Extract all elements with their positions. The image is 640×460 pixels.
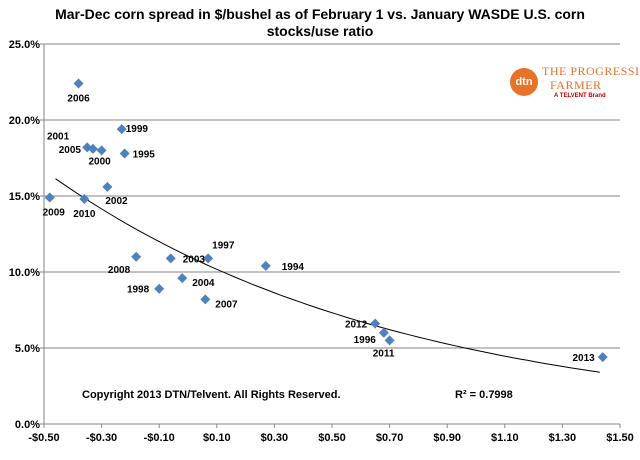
data-label: 2010 xyxy=(73,209,96,220)
data-label: 2000 xyxy=(88,156,111,167)
r-squared-label: R² = 0.7998 xyxy=(455,389,513,401)
data-point xyxy=(79,194,90,205)
data-point xyxy=(131,251,142,262)
y-tick-label: 0.0% xyxy=(15,419,40,431)
x-tick-label: $0.10 xyxy=(203,432,231,444)
data-label: 1998 xyxy=(127,285,150,296)
data-points xyxy=(44,78,608,363)
trendline xyxy=(55,178,600,373)
axes xyxy=(40,43,621,428)
data-label: 1995 xyxy=(133,149,156,160)
data-label: 2009 xyxy=(43,208,66,219)
data-point xyxy=(177,273,188,284)
data-point xyxy=(96,145,107,156)
tick-labels: 0.0% 5.0% 10.0% 15.0% 20.0% 25.0% -$0.50 -$0.30… xyxy=(9,39,634,444)
copyright-text: Copyright 2013 DTN/Telvent. All Rights R… xyxy=(82,389,341,401)
chart-title-line1: Mar-Dec corn spread in $/bushel as of Fe… xyxy=(55,6,585,22)
data-label: 2007 xyxy=(215,299,238,310)
data-point xyxy=(165,253,176,264)
data-point xyxy=(260,260,271,271)
data-label: 2008 xyxy=(108,265,131,276)
data-point xyxy=(384,335,395,346)
data-label: 2011 xyxy=(373,348,395,359)
data-point xyxy=(154,283,165,294)
data-point xyxy=(370,318,381,329)
data-label: 2001 xyxy=(47,131,70,142)
x-tick-label: $0.50 xyxy=(318,432,346,444)
data-label: 1997 xyxy=(212,240,235,251)
progressive-farmer-logo: dtn THE PROGRESSIVE FARMER A TELVENT Bra… xyxy=(510,62,640,112)
x-tick-label: $0.30 xyxy=(261,432,289,444)
data-label: 2003 xyxy=(183,254,206,265)
data-point xyxy=(116,124,127,135)
y-tick-label: 20.0% xyxy=(9,115,40,127)
x-tick-label: $1.50 xyxy=(606,432,634,444)
data-point xyxy=(597,352,608,363)
logo-text-line2: FARMER xyxy=(550,78,602,92)
data-point xyxy=(378,327,389,338)
x-tick-label: $1.10 xyxy=(491,432,519,444)
y-tick-label: 25.0% xyxy=(9,39,40,51)
data-label: 2005 xyxy=(59,145,82,156)
y-tick-label: 10.0% xyxy=(9,267,40,279)
chart-title-line2: stocks/use ratio xyxy=(266,23,374,39)
data-point xyxy=(203,253,214,264)
data-label: 2002 xyxy=(105,196,128,207)
data-label: 1999 xyxy=(126,124,149,135)
dtn-logo-mark: dtn xyxy=(510,68,538,96)
data-point xyxy=(87,143,98,154)
data-label: 2004 xyxy=(192,278,215,289)
x-tick-label: $0.70 xyxy=(376,432,404,444)
data-point xyxy=(73,78,84,89)
x-tick-label: -$0.50 xyxy=(28,432,59,444)
logo-text-line3: A TELVENT Brand xyxy=(554,93,606,99)
x-tick-label: $0.90 xyxy=(433,432,461,444)
x-tick-label: -$0.30 xyxy=(86,432,117,444)
data-point xyxy=(102,181,113,192)
x-tick-label: $1.30 xyxy=(549,432,577,444)
data-label: 2013 xyxy=(572,353,595,364)
data-point xyxy=(119,148,130,159)
data-label: 2006 xyxy=(67,94,90,105)
point-labels: 2006 1999 2001 2005 2000 1995 2002 2009 2010 1997… xyxy=(43,94,596,365)
data-point xyxy=(200,294,211,305)
x-tick-label: -$0.10 xyxy=(144,432,175,444)
data-label: 1996 xyxy=(354,335,377,346)
data-point xyxy=(44,192,55,203)
data-label: 1994 xyxy=(282,262,305,273)
logo-text-line1: THE PROGRESSIVE xyxy=(542,64,640,78)
data-label: 2012 xyxy=(345,320,368,331)
grid-lines xyxy=(44,43,620,349)
y-tick-label: 5.0% xyxy=(15,343,40,355)
y-tick-label: 15.0% xyxy=(9,191,40,203)
